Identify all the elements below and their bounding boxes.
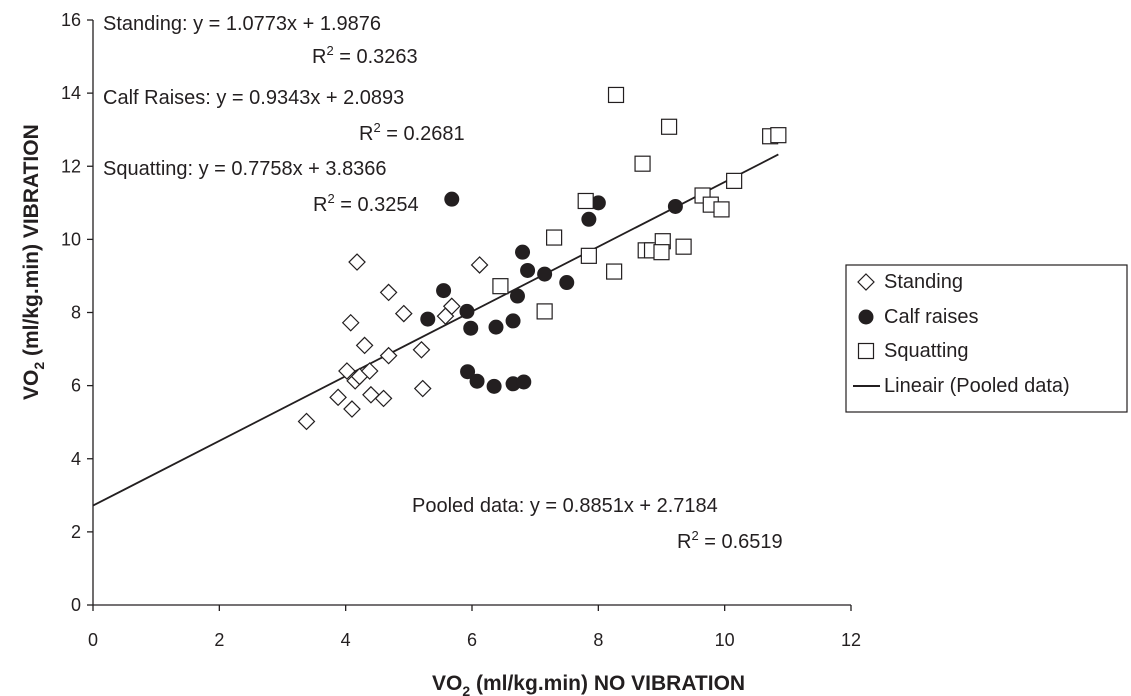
circle-point (515, 244, 531, 260)
square-point (580, 247, 597, 264)
diamond-point (348, 253, 366, 271)
legend: Standing Calf raises Squatting Lineair (Poo… (845, 264, 1128, 413)
x-tick-label: 8 (593, 630, 603, 650)
diamond-point (412, 340, 431, 359)
series-squatting (492, 86, 787, 320)
diamond-point (442, 297, 461, 316)
circle-point (420, 311, 436, 327)
pooled-trendline (92, 153, 779, 507)
circle-point (581, 211, 597, 227)
square-point (606, 263, 623, 280)
x-tick-label: 4 (341, 630, 351, 650)
y-tick-label: 16 (61, 10, 81, 30)
circle-point (463, 320, 479, 336)
diamond-point (362, 385, 380, 404)
diamond-point (343, 400, 361, 418)
diamond-point (329, 388, 347, 407)
circle-point (488, 319, 504, 335)
y-tick-label: 10 (61, 229, 81, 249)
squatting-equation: Squatting: y = 0.7758x + 3.8366 (103, 158, 387, 180)
square-point (675, 238, 692, 255)
circle-point (520, 262, 536, 278)
pooled-r2: R2 = 0.6519 (677, 528, 783, 553)
x-axis-title: VO2 (ml/kg.min) NO VIBRATION (432, 672, 745, 696)
circle-point (459, 303, 475, 319)
square-point (653, 244, 670, 261)
calf-raises-r2: R2 = 0.2681 (359, 120, 465, 145)
square-point (492, 278, 509, 295)
series-standing (297, 253, 489, 431)
x-tick-label: 6 (467, 630, 477, 650)
legend-label: Standing (884, 271, 963, 293)
legend-label: Calf raises (884, 306, 978, 328)
y-axis-ticks: 0 2 4 6 8 10 12 14 16 (61, 10, 93, 615)
circle-point (590, 195, 606, 211)
diamond-point (360, 362, 379, 380)
square-point (770, 127, 787, 144)
y-axis-title: VO2 (ml/kg.min) VIBRATION (20, 124, 47, 400)
diamond-point (338, 362, 356, 380)
regression-annotations: Standing: y = 1.0773x + 1.9876 R2 = 0.32… (103, 13, 783, 553)
square-point (713, 201, 730, 218)
x-tick-label: 0 (88, 630, 98, 650)
legend-box (845, 264, 1128, 413)
square-point (607, 86, 625, 104)
y-tick-label: 0 (71, 595, 81, 615)
x-tick-label: 2 (214, 630, 224, 650)
diamond-point (374, 389, 393, 408)
square-point (536, 303, 553, 320)
circle-point (667, 198, 683, 214)
y-tick-label: 2 (71, 522, 81, 542)
square-point (577, 192, 594, 210)
circle-point (436, 283, 452, 299)
pooled-equation: Pooled data: y = 0.8851x + 2.7184 (412, 495, 718, 517)
x-tick-label: 12 (841, 630, 861, 650)
data-points (297, 86, 787, 431)
circle-point (460, 364, 476, 380)
y-tick-label: 8 (71, 303, 81, 323)
x-tick-label: 10 (715, 630, 735, 650)
circle-point (559, 275, 575, 291)
y-tick-label: 4 (71, 449, 81, 469)
circle-point (444, 191, 460, 207)
diamond-point (297, 412, 316, 431)
calf-raises-equation: Calf Raises: y = 0.9343x + 2.0893 (103, 87, 404, 109)
circle-point (537, 266, 553, 282)
standing-r2: R2 = 0.3263 (312, 43, 418, 68)
squatting-r2: R2 = 0.3254 (313, 191, 419, 216)
diamond-point (355, 336, 374, 355)
trendline-layer (92, 153, 779, 507)
diamond-point (379, 283, 398, 302)
diamond-point (379, 346, 398, 365)
standing-equation: Standing: y = 1.0773x + 1.9876 (103, 13, 381, 35)
square-point (546, 229, 563, 246)
square-point (660, 118, 678, 135)
square-point (634, 155, 651, 172)
diamond-point (394, 304, 413, 323)
legend-marker-diamond (857, 273, 875, 291)
square-point (726, 172, 743, 189)
circle-point (509, 288, 525, 304)
circle-point (516, 374, 532, 390)
legend-marker-square (857, 342, 875, 360)
diamond-point (470, 256, 489, 274)
circle-point (486, 378, 502, 394)
legend-label: Squatting (884, 340, 969, 362)
y-tick-label: 12 (61, 156, 81, 176)
diamond-point (341, 313, 360, 332)
legend-label: Lineair (Pooled data) (884, 375, 1070, 397)
x-axis-ticks: 0 2 4 6 8 10 12 (88, 605, 861, 650)
y-tick-label: 14 (61, 83, 81, 103)
y-tick-label: 6 (71, 376, 81, 396)
diamond-point (413, 379, 432, 398)
circle-point (469, 373, 485, 389)
legend-marker-circle (858, 309, 874, 325)
series-calf-raises (420, 191, 683, 394)
circle-point (505, 313, 521, 329)
